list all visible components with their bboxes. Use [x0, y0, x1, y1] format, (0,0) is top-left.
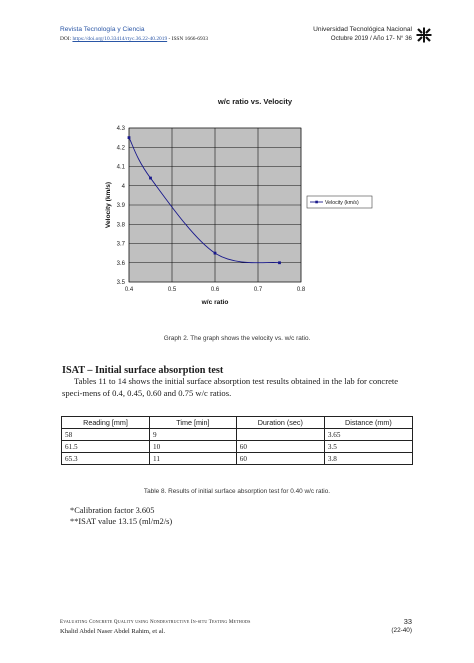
isat-note: **ISAT value 13.15 (ml/m2/s)	[70, 517, 173, 527]
y-tick-label: 4	[122, 184, 126, 190]
table-header-row: Reading [mm] Time [min] Duration (sec) D…	[60, 416, 414, 429]
y-tick-label: 3.6	[117, 261, 126, 267]
velocity-chart: 3.5 3.6 3.7 3.8 3.9 4 4.1 4.2 4.3 0.4 0.5 0.6 0.7 0.8…	[105, 126, 373, 306]
y-tick-label: 4.2	[117, 145, 126, 151]
table-cell: 60	[235, 440, 325, 453]
table-row: 58 9 3.65	[60, 428, 414, 441]
table-cell: 60	[235, 452, 325, 465]
y-tick-label: 3.7	[117, 242, 126, 248]
doi-line: DOI: https://doi.org/10.33414/rtyc.36.22…	[60, 36, 208, 42]
x-tick-label: 0.4	[125, 287, 134, 293]
utn-logo-icon	[416, 27, 432, 43]
table-row: 61.5 10 60 3.5	[60, 440, 414, 453]
data-point	[127, 136, 131, 140]
section-title: ISAT – Initial surface absorption test	[62, 365, 224, 376]
issue-info: Octubre 2019 / Año 17- N° 36	[330, 35, 412, 42]
chart-title: w/c ratio vs. Velocity	[217, 97, 293, 106]
y-tick-label: 3.9	[117, 203, 126, 209]
table-header: Distance (mm)	[323, 416, 414, 429]
section-paragraph: Tables 11 to 14 shows the initial surfac…	[62, 376, 399, 398]
y-tick-label: 3.5	[117, 280, 126, 286]
legend-box	[306, 195, 373, 209]
legend-marker	[315, 200, 318, 204]
legend-label: Velocity (km/s)	[325, 200, 359, 206]
data-point	[278, 261, 281, 265]
x-tick-label: 0.7	[254, 287, 263, 293]
isat-table: Reading [mm] Time [min] Duration (sec) D…	[60, 416, 414, 465]
journal-name: Revista Tecnología y Ciencia	[60, 26, 145, 33]
x-tick-label: 0.5	[168, 287, 177, 293]
x-tick-label: 0.8	[297, 287, 306, 293]
data-point	[213, 251, 217, 255]
calibration-note: *Calibration factor 3.605	[70, 506, 155, 515]
table-cell: 3.65	[323, 428, 414, 441]
table-cell: 11	[149, 452, 237, 465]
data-point	[149, 176, 152, 180]
y-tick-label: 4.3	[117, 126, 126, 132]
footer-article-title: Evaluating Concrete Quality using Nondes…	[60, 620, 251, 625]
table-cell: 3.5	[323, 440, 414, 453]
table-cell: 58	[60, 428, 151, 441]
notes: *Calibration factor 3.605 **ISAT value 1…	[70, 505, 172, 528]
issn: - ISSN 1666-6933	[168, 36, 209, 42]
table-caption: Table 8. Results of initial surface abso…	[143, 488, 331, 495]
y-tick-label: 4.1	[117, 165, 126, 171]
table-cell: 3.8	[323, 452, 414, 465]
page-range: (22-40)	[391, 627, 412, 634]
page-number: 33	[403, 617, 412, 626]
table-header: Duration (sec)	[235, 416, 325, 429]
table-cell: 9	[149, 428, 237, 441]
y-tick-label: 3.8	[117, 222, 126, 228]
x-axis-label: w/c ratio	[201, 299, 229, 306]
x-tick-label: 0.6	[211, 287, 220, 293]
table-cell	[235, 428, 325, 441]
table-cell: 65.3	[60, 452, 151, 465]
y-axis-label: Velocity (km/s)	[105, 182, 112, 228]
footer-authors: Khalid Abdel Naser Abdel Rahim, et al.	[60, 628, 166, 635]
doi-link[interactable]: https://doi.org/10.33414/rtyc.36.22-40.2…	[72, 36, 168, 42]
table-header: Reading [mm]	[60, 416, 151, 429]
table-header: Time [min]	[149, 416, 237, 429]
table-row: 65.3 11 60 3.8	[60, 452, 414, 465]
table-cell: 10	[149, 440, 237, 453]
doi-prefix: DOI:	[60, 36, 72, 42]
university-name: Universidad Tecnológica Nacional	[313, 26, 412, 33]
table-cell: 61.5	[60, 440, 151, 453]
graph-caption: Graph 2. The graph shows the velocity vs…	[163, 335, 311, 342]
series-line	[128, 137, 280, 264]
